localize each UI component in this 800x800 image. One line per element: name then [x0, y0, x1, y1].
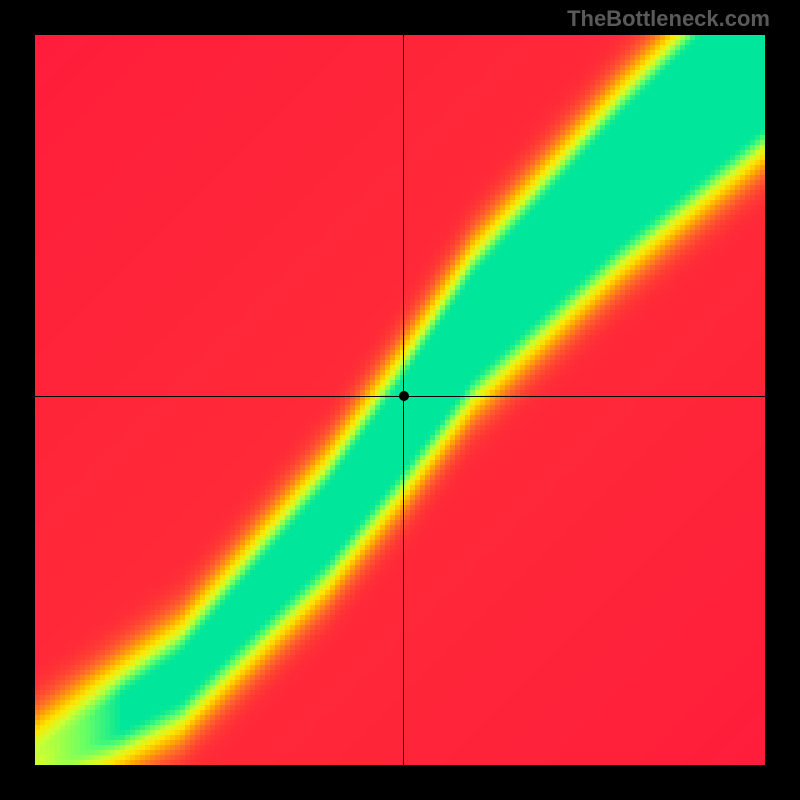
- plot-frame: [35, 35, 765, 765]
- marker-dot: [399, 391, 409, 401]
- watermark-text: TheBottleneck.com: [567, 6, 770, 32]
